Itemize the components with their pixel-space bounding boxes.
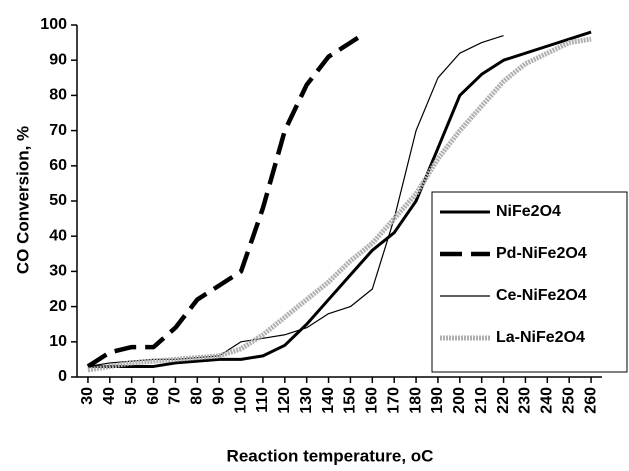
y-tick-label: 80 (49, 87, 67, 104)
legend-label: NiFe2O4 (496, 203, 561, 220)
y-tick-label: 40 (49, 227, 67, 244)
x-tick-label: 140 (320, 387, 337, 414)
x-tick-label: 240 (539, 387, 556, 414)
series-line (86, 33, 363, 369)
x-tick-label: 250 (560, 387, 577, 414)
x-axis-title: Reaction temperature, oC (227, 446, 434, 465)
x-tick-label: 200 (451, 387, 468, 414)
y-tick-label: 0 (58, 368, 67, 385)
x-tick-label: 120 (276, 387, 293, 414)
legend-label: Pd-NiFe2O4 (496, 245, 587, 262)
x-tick-label: 130 (298, 387, 315, 414)
x-tick-label: 90 (210, 387, 227, 405)
x-tick-label: 210 (473, 387, 490, 414)
x-tick-label: 260 (582, 387, 599, 414)
x-tick-label: 60 (145, 387, 162, 405)
x-tick-label: 40 (101, 387, 118, 405)
x-tick-label: 190 (429, 387, 446, 414)
x-tick-label: 150 (342, 387, 359, 414)
legend-box (431, 191, 628, 373)
y-tick-label: 90 (49, 51, 67, 68)
y-axis-title: CO Conversion, % (13, 126, 32, 274)
series-line (87, 36, 592, 373)
x-tick-label: 180 (407, 387, 424, 414)
y-tick-label: 70 (49, 122, 67, 139)
legend-label: La-NiFe2O4 (496, 329, 585, 346)
x-tick-label: 50 (123, 387, 140, 405)
x-tick-label: 110 (254, 387, 271, 413)
x-tick-label: 30 (79, 387, 96, 405)
x-tick-label: 100 (232, 387, 249, 414)
y-tick-label: 30 (49, 263, 67, 280)
x-tick-label: 170 (385, 387, 402, 414)
x-tick-label: 160 (364, 387, 381, 414)
x-tick-label: 220 (495, 387, 512, 414)
series-line (87, 30, 592, 368)
x-tick-label: 70 (167, 387, 184, 405)
y-tick-label: 10 (49, 333, 67, 350)
y-tick-label: 20 (49, 298, 67, 315)
y-tick-label: 50 (49, 192, 67, 209)
y-tick-label: 100 (40, 16, 67, 33)
y-tick-label: 60 (49, 157, 67, 174)
x-tick-label: 80 (189, 387, 206, 405)
x-tick-label: 230 (517, 387, 534, 414)
legend-label: Ce-NiFe2O4 (496, 287, 587, 304)
